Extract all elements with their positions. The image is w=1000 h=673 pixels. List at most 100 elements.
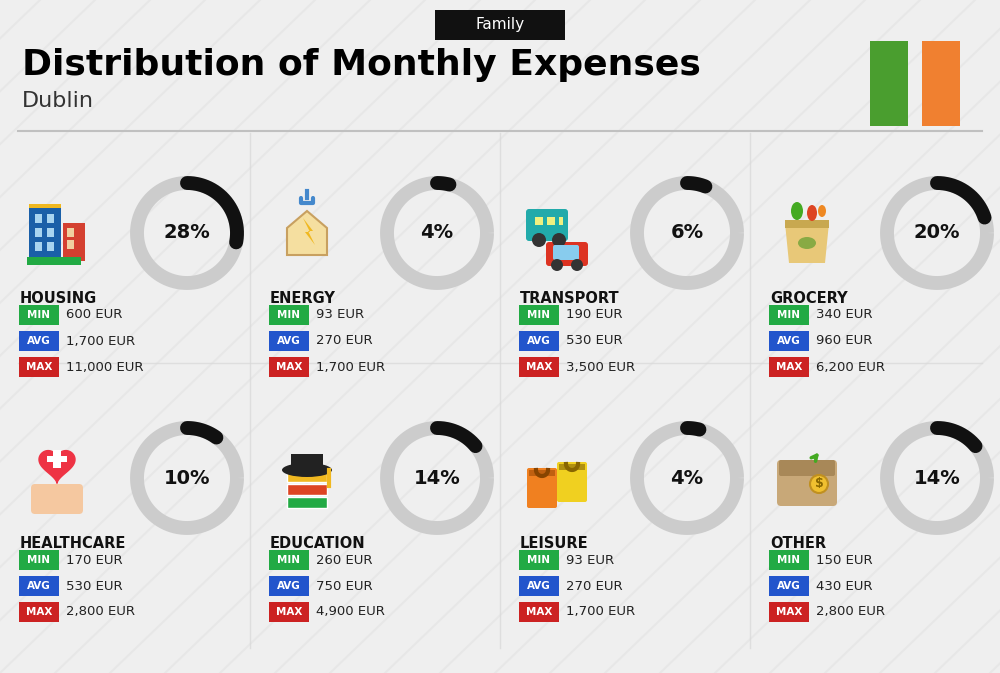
Text: OTHER: OTHER: [770, 536, 826, 551]
Text: 170 EUR: 170 EUR: [66, 553, 123, 567]
Bar: [529, 470, 555, 476]
Bar: [27, 257, 81, 265]
Text: 1,700 EUR: 1,700 EUR: [566, 606, 635, 618]
Ellipse shape: [807, 205, 817, 221]
Text: MIN: MIN: [278, 310, 300, 320]
Ellipse shape: [818, 205, 826, 217]
Text: AVG: AVG: [27, 336, 51, 346]
Text: MAX: MAX: [776, 362, 802, 372]
Polygon shape: [39, 451, 75, 483]
Text: AVG: AVG: [527, 581, 551, 591]
Circle shape: [552, 233, 566, 247]
Text: 960 EUR: 960 EUR: [816, 334, 872, 347]
Ellipse shape: [282, 463, 332, 477]
Bar: [559, 464, 585, 470]
Text: MIN: MIN: [528, 555, 550, 565]
FancyBboxPatch shape: [19, 602, 59, 622]
Text: 1,700 EUR: 1,700 EUR: [316, 361, 385, 374]
Text: 150 EUR: 150 EUR: [816, 553, 873, 567]
Bar: [67, 240, 74, 249]
Polygon shape: [785, 223, 829, 263]
Text: MIN: MIN: [778, 555, 800, 565]
FancyBboxPatch shape: [269, 602, 309, 622]
Bar: [29, 205, 61, 261]
Text: MAX: MAX: [526, 362, 552, 372]
Bar: [67, 228, 74, 237]
Text: 260 EUR: 260 EUR: [316, 553, 372, 567]
FancyBboxPatch shape: [519, 550, 559, 570]
Bar: [547, 217, 555, 225]
Text: MAX: MAX: [26, 362, 52, 372]
Text: 600 EUR: 600 EUR: [66, 308, 122, 322]
Text: 4%: 4%: [670, 468, 704, 487]
FancyBboxPatch shape: [269, 331, 309, 351]
Ellipse shape: [810, 475, 828, 493]
Text: MIN: MIN: [778, 310, 800, 320]
Text: 93 EUR: 93 EUR: [566, 553, 614, 567]
FancyBboxPatch shape: [269, 576, 309, 596]
Text: LEISURE: LEISURE: [520, 536, 589, 551]
Text: 750 EUR: 750 EUR: [316, 579, 373, 592]
Text: 11,000 EUR: 11,000 EUR: [66, 361, 144, 374]
Text: 93 EUR: 93 EUR: [316, 308, 364, 322]
Circle shape: [532, 233, 546, 247]
Text: MIN: MIN: [528, 310, 550, 320]
Text: 340 EUR: 340 EUR: [816, 308, 872, 322]
Text: Dublin: Dublin: [22, 91, 94, 111]
Bar: [287, 484, 327, 495]
FancyBboxPatch shape: [553, 245, 579, 260]
FancyBboxPatch shape: [769, 602, 809, 622]
Text: 530 EUR: 530 EUR: [566, 334, 623, 347]
Text: MAX: MAX: [26, 607, 52, 617]
Text: MAX: MAX: [776, 607, 802, 617]
FancyBboxPatch shape: [519, 305, 559, 325]
Bar: [47, 242, 54, 251]
Bar: [559, 217, 563, 225]
Bar: [870, 40, 908, 125]
FancyBboxPatch shape: [519, 357, 559, 377]
Text: 270 EUR: 270 EUR: [566, 579, 623, 592]
Text: Distribution of Monthly Expenses: Distribution of Monthly Expenses: [22, 48, 701, 82]
Text: AVG: AVG: [777, 336, 801, 346]
Text: 14%: 14%: [414, 468, 460, 487]
FancyBboxPatch shape: [19, 305, 59, 325]
Bar: [29, 204, 61, 208]
Bar: [47, 228, 54, 237]
FancyBboxPatch shape: [769, 331, 809, 351]
FancyBboxPatch shape: [269, 357, 309, 377]
Text: MIN: MIN: [28, 310, 50, 320]
Circle shape: [571, 259, 583, 271]
Bar: [35, 242, 42, 251]
FancyBboxPatch shape: [557, 462, 587, 502]
Text: 6,200 EUR: 6,200 EUR: [816, 361, 885, 374]
Polygon shape: [287, 211, 327, 255]
Text: TRANSPORT: TRANSPORT: [520, 291, 620, 306]
FancyBboxPatch shape: [769, 305, 809, 325]
FancyBboxPatch shape: [19, 331, 59, 351]
FancyBboxPatch shape: [526, 209, 568, 241]
Text: 4,900 EUR: 4,900 EUR: [316, 606, 385, 618]
Text: 4%: 4%: [420, 223, 454, 242]
FancyBboxPatch shape: [291, 454, 323, 470]
Ellipse shape: [791, 202, 803, 220]
FancyBboxPatch shape: [777, 460, 837, 506]
Text: GROCERY: GROCERY: [770, 291, 848, 306]
FancyBboxPatch shape: [769, 576, 809, 596]
Text: HEALTHCARE: HEALTHCARE: [20, 536, 126, 551]
Bar: [535, 217, 543, 225]
FancyBboxPatch shape: [269, 550, 309, 570]
FancyBboxPatch shape: [527, 468, 557, 508]
Text: AVG: AVG: [527, 336, 551, 346]
FancyBboxPatch shape: [779, 460, 835, 476]
FancyBboxPatch shape: [519, 576, 559, 596]
Text: 20%: 20%: [914, 223, 960, 242]
Bar: [287, 471, 327, 482]
Bar: [63, 223, 85, 261]
Text: AVG: AVG: [277, 336, 301, 346]
Text: 10%: 10%: [164, 468, 210, 487]
Bar: [785, 220, 829, 228]
Text: 2,800 EUR: 2,800 EUR: [66, 606, 135, 618]
FancyBboxPatch shape: [269, 305, 309, 325]
Text: AVG: AVG: [777, 581, 801, 591]
FancyBboxPatch shape: [519, 602, 559, 622]
